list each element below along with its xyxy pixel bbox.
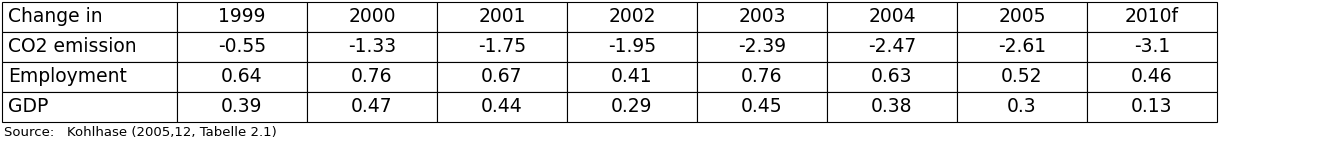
Text: -2.61: -2.61 [999, 37, 1047, 56]
Text: Change in: Change in [8, 7, 103, 26]
Bar [957, 2, 1087, 32]
Bar [1087, 92, 1218, 122]
Text: 0.76: 0.76 [741, 67, 782, 86]
Bar [437, 62, 567, 92]
Bar [697, 32, 826, 62]
Text: 0.67: 0.67 [481, 67, 523, 86]
Bar [307, 62, 437, 92]
Text: 2010f: 2010f [1125, 7, 1179, 26]
Bar [826, 32, 957, 62]
Text: 2003: 2003 [738, 7, 786, 26]
Text: 0.64: 0.64 [222, 67, 263, 86]
Text: 0.29: 0.29 [611, 97, 653, 116]
Bar [1087, 2, 1218, 32]
Text: -3.1: -3.1 [1133, 37, 1169, 56]
Text: 0.76: 0.76 [351, 67, 392, 86]
Text: Source:   Kohlhase (2005,12, Tabelle 2.1): Source: Kohlhase (2005,12, Tabelle 2.1) [4, 126, 276, 139]
Bar [178, 32, 307, 62]
Text: 0.47: 0.47 [351, 97, 392, 116]
Bar [567, 32, 697, 62]
Bar [307, 2, 437, 32]
Text: -1.33: -1.33 [348, 37, 396, 56]
Text: 0.45: 0.45 [741, 97, 782, 116]
Text: 0.3: 0.3 [1007, 97, 1037, 116]
Text: -2.39: -2.39 [738, 37, 786, 56]
Bar [437, 92, 567, 122]
Bar [697, 2, 826, 32]
Bar [178, 2, 307, 32]
Text: Employment: Employment [8, 67, 127, 86]
Bar [178, 62, 307, 92]
Text: 2004: 2004 [868, 7, 916, 26]
Bar [826, 92, 957, 122]
Text: 0.44: 0.44 [481, 97, 523, 116]
Text: 0.41: 0.41 [611, 67, 653, 86]
Bar [567, 62, 697, 92]
Bar [1, 2, 178, 32]
Bar [1, 92, 178, 122]
Text: 2002: 2002 [609, 7, 655, 26]
Bar [826, 62, 957, 92]
Bar [957, 92, 1087, 122]
Text: 2005: 2005 [999, 7, 1045, 26]
Bar [1, 32, 178, 62]
Text: -1.75: -1.75 [478, 37, 526, 56]
Bar [178, 92, 307, 122]
Bar [697, 62, 826, 92]
Bar [567, 2, 697, 32]
Bar [826, 2, 957, 32]
Text: CO2 emission: CO2 emission [8, 37, 136, 56]
Bar [437, 2, 567, 32]
Text: 0.63: 0.63 [872, 67, 913, 86]
Text: -0.55: -0.55 [218, 37, 266, 56]
Bar [697, 92, 826, 122]
Text: 2000: 2000 [348, 7, 395, 26]
Bar [567, 92, 697, 122]
Text: 0.13: 0.13 [1131, 97, 1172, 116]
Text: -2.47: -2.47 [868, 37, 916, 56]
Text: -1.95: -1.95 [607, 37, 655, 56]
Bar [1087, 62, 1218, 92]
Text: 0.46: 0.46 [1131, 67, 1173, 86]
Text: 0.38: 0.38 [872, 97, 913, 116]
Bar [957, 32, 1087, 62]
Text: GDP: GDP [8, 97, 48, 116]
Bar [307, 92, 437, 122]
Text: 1999: 1999 [218, 7, 266, 26]
Bar [1087, 32, 1218, 62]
Bar [1, 62, 178, 92]
Text: 2001: 2001 [478, 7, 526, 26]
Bar [957, 62, 1087, 92]
Text: 0.52: 0.52 [1001, 67, 1043, 86]
Bar [307, 32, 437, 62]
Text: 0.39: 0.39 [222, 97, 263, 116]
Bar [437, 32, 567, 62]
